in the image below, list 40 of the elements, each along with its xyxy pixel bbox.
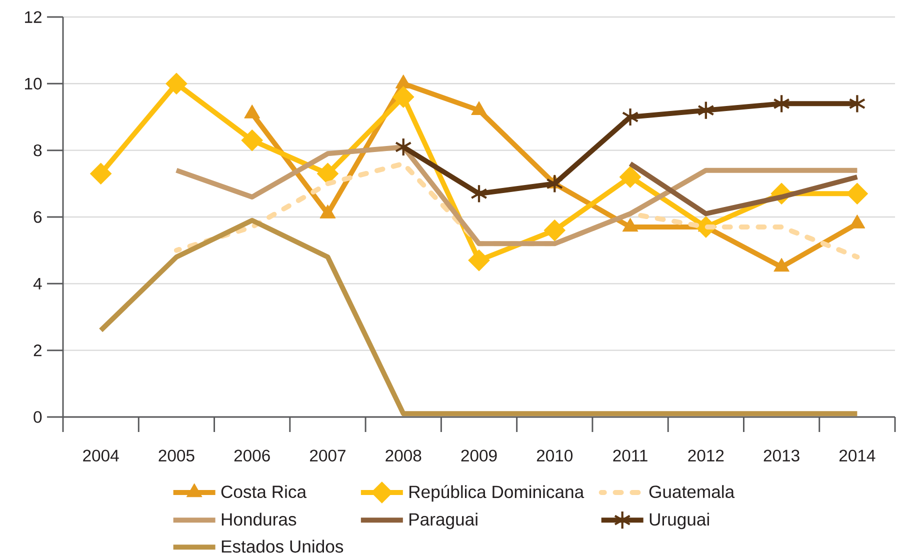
- x-tick-label: 2007: [310, 450, 346, 462]
- legend-label: República Dominicana: [410, 485, 584, 502]
- x-tick-label: 2004: [83, 450, 119, 462]
- x-tick-label: 2008: [386, 450, 422, 462]
- legend-label: Estados Unidos: [222, 540, 344, 553]
- x-tick-label: 2012: [688, 450, 724, 462]
- y-tick-label: 0: [34, 411, 42, 423]
- x-tick-label: 2013: [764, 450, 800, 462]
- point: [392, 86, 414, 108]
- x-tick-label: 2010: [536, 450, 573, 462]
- point: [546, 174, 564, 194]
- point: [619, 166, 642, 188]
- legend-label: Guatemala: [649, 485, 735, 498]
- x-tick-label: 2006: [234, 450, 270, 462]
- y-tick-label: 8: [34, 144, 42, 156]
- point: [468, 250, 490, 272]
- legend-label: Uruguai: [650, 512, 709, 530]
- point: [470, 184, 488, 204]
- point: [697, 100, 714, 120]
- y-tick-label: 4: [33, 278, 42, 290]
- point: [166, 72, 188, 94]
- legend-label: Costa Rica: [221, 485, 307, 498]
- point: [316, 162, 339, 184]
- point: [622, 107, 639, 127]
- legend-label: Paraguai: [410, 512, 478, 530]
- x-tick-label: 2005: [158, 450, 194, 462]
- y-tick-label: 6: [34, 211, 42, 223]
- legend-label: Honduras: [222, 512, 296, 526]
- point: [394, 137, 412, 157]
- y-tick-label: 2: [34, 344, 42, 356]
- y-tick-label: 10: [25, 78, 42, 90]
- point: [544, 220, 566, 242]
- x-tick-label: 2011: [613, 450, 648, 462]
- point: [90, 162, 112, 184]
- x-tick-label: 2009: [461, 450, 497, 462]
- point: [241, 130, 263, 152]
- point: [773, 94, 790, 114]
- y-tick-label: 12: [25, 11, 42, 23]
- x-tick-label: 2014: [839, 450, 876, 462]
- point: [848, 94, 866, 114]
